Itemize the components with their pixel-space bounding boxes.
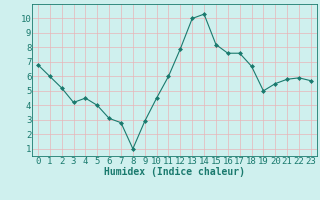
X-axis label: Humidex (Indice chaleur): Humidex (Indice chaleur) — [104, 167, 245, 177]
